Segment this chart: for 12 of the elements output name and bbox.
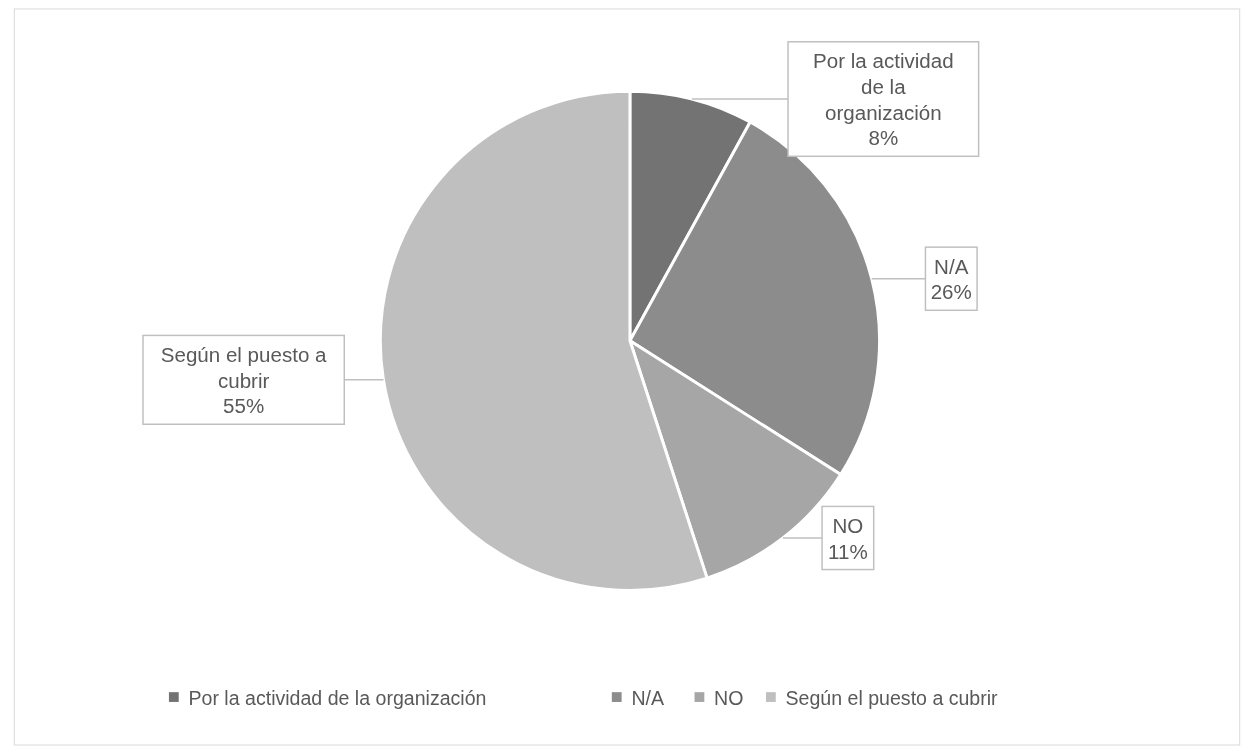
legend-label: Según el puesto a cubrir	[785, 686, 999, 709]
slice-label: NO	[832, 513, 864, 537]
data-label: 11%	[828, 539, 868, 563]
legend-label: NO	[714, 686, 744, 709]
data-label: 26%	[930, 280, 972, 304]
slice-label: N/A	[934, 254, 969, 278]
slice-label: Según el puesto a cubrir	[160, 342, 328, 392]
data-label: 8%	[868, 126, 899, 150]
legend-label: Por la actividad de la organización	[188, 686, 487, 709]
legend-label: N/A	[631, 686, 665, 709]
slice-label: Por la actividad de la organización	[813, 49, 954, 124]
data-label: 55%	[223, 394, 265, 418]
